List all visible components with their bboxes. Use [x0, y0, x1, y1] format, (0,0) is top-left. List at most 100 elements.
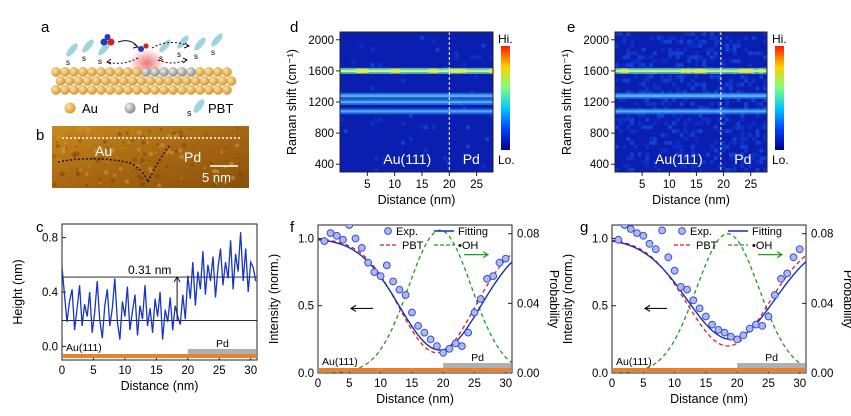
noise-pixel — [679, 164, 684, 169]
exp-point — [376, 272, 385, 281]
noise-pixel — [656, 113, 661, 118]
noise-pixel — [717, 74, 722, 79]
au-atom — [154, 76, 165, 86]
noise-pixel — [694, 121, 699, 126]
noise-pixel — [637, 90, 642, 95]
noise-pixel — [694, 105, 699, 110]
y2-tick-label: 0.00 — [517, 368, 539, 380]
noise-pixel — [473, 74, 478, 79]
noise-pixel — [751, 144, 756, 149]
noise-pixel — [668, 51, 672, 56]
au-atom — [87, 67, 97, 77]
exp-point — [676, 283, 685, 291]
noise-pixel — [645, 152, 650, 157]
noise-pixel — [649, 51, 653, 56]
exp-point — [633, 229, 641, 238]
noise-pixel — [672, 82, 676, 87]
x-tick-label: 5 — [639, 179, 645, 191]
noise-pixel — [748, 156, 752, 161]
noise-pixel — [759, 144, 764, 149]
noise-pixel — [729, 47, 733, 52]
noise-pixel — [721, 105, 726, 110]
noise-pixel — [679, 63, 684, 67]
pd-region-label: Pd — [216, 338, 229, 350]
stm-grain — [146, 141, 150, 144]
stm-grain — [141, 140, 146, 145]
noise-pixel — [687, 98, 691, 102]
noise-pixel — [653, 148, 657, 153]
stm-grain — [194, 155, 197, 158]
noise-pixel — [660, 144, 665, 149]
legend-exp-icon — [678, 227, 686, 235]
noise-pixel — [698, 102, 703, 106]
x-tick-label: 20 — [717, 179, 730, 191]
legend-s-glyph: s — [187, 108, 192, 118]
noise-pixel — [668, 156, 672, 161]
noise-pixel — [763, 125, 767, 130]
noise-pixel — [649, 125, 653, 130]
noise-pixel — [694, 152, 699, 157]
y-tick-label: 1.0 — [592, 233, 608, 245]
noise-pixel — [660, 102, 665, 106]
noise-pixel — [408, 113, 413, 118]
exp-point — [476, 295, 485, 303]
noise-pixel — [622, 78, 627, 83]
noise-pixel — [668, 78, 672, 83]
noise-pixel — [679, 51, 684, 56]
exp-point — [658, 226, 666, 235]
stm-pd-label: Pd — [184, 149, 201, 165]
noise-pixel — [763, 55, 767, 60]
noise-pixel — [683, 129, 688, 134]
noise-pixel — [431, 125, 436, 130]
noise-pixel — [653, 140, 657, 145]
noise-pixel — [732, 51, 737, 56]
noise-pixel — [683, 168, 688, 172]
noise-pixel — [675, 86, 680, 91]
noise-pixel — [713, 160, 718, 165]
noise-pixel — [668, 32, 672, 36]
noise-pixel — [702, 86, 707, 91]
noise-pixel — [630, 117, 634, 122]
noise-pixel — [626, 78, 631, 83]
au-atom — [60, 67, 70, 77]
noise-pixel — [721, 74, 726, 79]
noise-pixel — [656, 156, 661, 161]
panel-b: b Au Pd 5 nm — [36, 125, 249, 188]
noise-pixel — [637, 82, 642, 87]
noise-pixel — [630, 168, 634, 172]
noise-pixel — [706, 90, 710, 95]
au-atom — [96, 85, 106, 95]
band-hotspot — [697, 68, 707, 73]
stm-grain — [209, 161, 213, 166]
noise-pixel — [759, 125, 764, 130]
y-tick-label: 1600 — [308, 66, 334, 78]
noise-pixel — [736, 78, 741, 83]
noise-pixel — [641, 90, 646, 95]
noise-pixel — [615, 55, 619, 60]
exp-point — [433, 342, 441, 351]
boundary-line — [57, 144, 171, 183]
noise-pixel — [725, 144, 729, 149]
noise-pixel — [710, 102, 714, 106]
noise-pixel — [725, 43, 729, 48]
noise-pixel — [725, 51, 729, 56]
panel-f: f 0 5 10 15 20 25 30 0.0 0.5 1.0 Distance (nm) Inte… — [267, 219, 561, 406]
y-tick-label: 0.0 — [298, 368, 314, 380]
x-tick-label: 30 — [244, 365, 257, 377]
noise-pixel — [618, 105, 623, 110]
noise-pixel — [710, 156, 714, 161]
noise-pixel — [649, 63, 653, 67]
noise-pixel — [454, 55, 459, 60]
noise-pixel — [751, 98, 756, 102]
noise-pixel — [732, 59, 737, 64]
noise-pixel — [702, 160, 707, 165]
noise-pixel — [763, 86, 767, 91]
au-atom — [114, 67, 124, 77]
noise-pixel — [641, 160, 646, 165]
raman-band-core — [340, 110, 493, 113]
noise-pixel — [649, 35, 653, 40]
noise-pixel — [744, 160, 748, 165]
noise-pixel — [641, 129, 646, 134]
exp-point — [332, 231, 341, 240]
pbt-s-label: s — [159, 54, 163, 63]
